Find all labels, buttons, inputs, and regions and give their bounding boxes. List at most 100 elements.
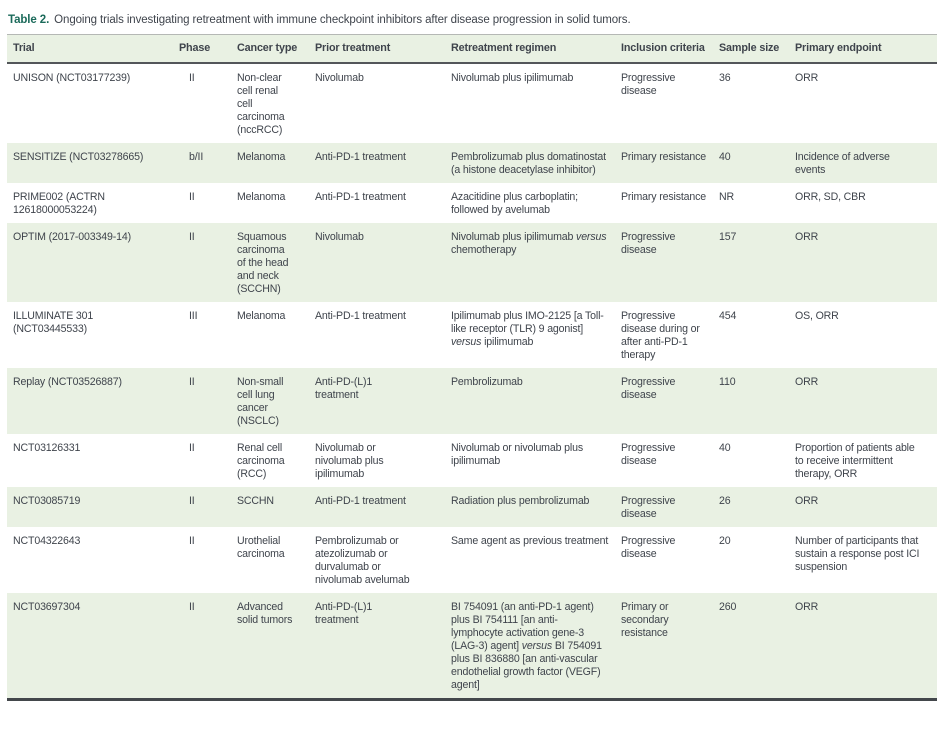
cell-inclusion-criteria: Primary resistance bbox=[621, 150, 707, 163]
cell-sample-size: NR bbox=[719, 190, 735, 203]
table-row: ILLUMINATE 301 (NCT03445533) III Melanom… bbox=[7, 302, 937, 368]
cell-retreatment-regimen: Azacitidine plus carboplatin; followed b… bbox=[451, 190, 578, 216]
cell-prior-treatment: Pembrolizumab or atezolizumab or durvalu… bbox=[315, 534, 410, 586]
cell-primary-endpoint: Proportion of patients able to receive i… bbox=[795, 441, 915, 480]
cell-retreatment-regimen: Same agent as previous treatment bbox=[451, 534, 609, 547]
column-header-sample-size: Sample size bbox=[719, 34, 795, 64]
cell-sample-size: 36 bbox=[719, 71, 731, 84]
cell-cancer-type: Non-clear cell renal cell carcinoma (ncc… bbox=[237, 71, 285, 136]
table-caption: Table 2. Ongoing trials investigating ret… bbox=[8, 13, 937, 27]
table-row: OPTIM (2017-003349-14) II Squamous carci… bbox=[7, 222, 937, 302]
cell-inclusion-criteria: Primary or secondary resistance bbox=[621, 592, 719, 701]
cell-phase: II bbox=[189, 230, 195, 243]
cell-retreatment-regimen: Nivolumab plus ipilimumab versus chemoth… bbox=[451, 230, 607, 256]
cell-trial: NCT03697304 bbox=[7, 592, 179, 701]
cell-cancer-type: Squamous carcinoma of the head and neck … bbox=[237, 230, 289, 295]
cell-phase: II bbox=[189, 375, 195, 388]
cell-inclusion-criteria: Progressive disease bbox=[621, 375, 676, 401]
cell-cancer-type: Advanced solid tumors bbox=[237, 592, 315, 701]
cell-primary-endpoint: Number of participants that sustain a re… bbox=[795, 534, 920, 573]
cell-primary-endpoint: OS, ORR bbox=[795, 309, 839, 322]
cell-prior-treatment: Anti-PD-1 treatment bbox=[315, 190, 406, 203]
cell-prior-treatment: Nivolumab bbox=[315, 71, 364, 84]
cell-cancer-type: Renal cell carcinoma (RCC) bbox=[237, 441, 285, 480]
cell-inclusion-criteria: Progressive disease bbox=[621, 534, 676, 560]
cell-trial: NCT03085719 bbox=[13, 494, 81, 507]
cell-cancer-type: SCCHN bbox=[237, 494, 274, 507]
table-label: Table 2. bbox=[8, 14, 50, 26]
cell-prior-treatment: Anti-PD-1 treatment bbox=[315, 309, 406, 322]
cell-inclusion-criteria: Progressive disease during or after anti… bbox=[621, 309, 700, 361]
cell-trial: NCT04322643 bbox=[13, 534, 81, 547]
column-header-phase: Phase bbox=[179, 34, 237, 64]
cell-trial: NCT03126331 bbox=[13, 441, 81, 454]
cell-prior-treatment: Anti-PD-(L)1 treatment bbox=[315, 375, 373, 401]
cell-prior-treatment: Anti-PD-1 treatment bbox=[315, 150, 406, 163]
table-body: UNISON (NCT03177239) II Non-clear cell r… bbox=[7, 63, 937, 701]
cell-prior-treatment: Anti-PD-1 treatment bbox=[315, 494, 406, 507]
cell-retreatment-regimen: Nivolumab or nivolumab plus ipilimumab bbox=[451, 441, 583, 467]
cell-retreatment-regimen: Ipilimumab plus IMO-2125 [a Toll-like re… bbox=[451, 309, 604, 348]
column-header-primary-endpoint: Primary endpoint bbox=[795, 34, 937, 64]
cell-inclusion-criteria: Primary resistance bbox=[621, 190, 707, 203]
cell-trial: Replay (NCT03526887) bbox=[13, 375, 122, 388]
cell-primary-endpoint: ORR bbox=[795, 592, 937, 701]
cell-sample-size: 157 bbox=[719, 230, 737, 243]
cell-phase: III bbox=[189, 309, 198, 322]
cell-sample-size: 260 bbox=[719, 592, 795, 701]
cell-trial: PRIME002 (ACTRN 12618000053224) bbox=[13, 190, 105, 216]
table-header: Trial Phase Cancer type Prior treatment … bbox=[7, 34, 937, 64]
cell-primary-endpoint: ORR bbox=[795, 71, 819, 84]
column-header-cancer-type: Cancer type bbox=[237, 34, 315, 64]
cell-inclusion-criteria: Progressive disease bbox=[621, 71, 676, 97]
cell-primary-endpoint: ORR bbox=[795, 375, 819, 388]
cell-primary-endpoint: ORR, SD, CBR bbox=[795, 190, 866, 203]
cell-cancer-type: Melanoma bbox=[237, 150, 286, 163]
cell-phase: II bbox=[189, 71, 195, 84]
table-row: NCT03697304 II Advanced solid tumors Ant… bbox=[7, 592, 937, 701]
cell-phase: II bbox=[189, 494, 195, 507]
trials-table: Trial Phase Cancer type Prior treatment … bbox=[7, 34, 937, 701]
table-row: NCT03085719 II SCCHN Anti-PD-1 treatment… bbox=[7, 486, 937, 527]
cell-inclusion-criteria: Progressive disease bbox=[621, 494, 676, 520]
table-row: UNISON (NCT03177239) II Non-clear cell r… bbox=[7, 63, 937, 143]
cell-trial: SENSITIZE (NCT03278665) bbox=[13, 150, 144, 163]
cell-inclusion-criteria: Progressive disease bbox=[621, 230, 676, 256]
column-header-trial: Trial bbox=[7, 34, 179, 64]
column-header-prior-treatment: Prior treatment bbox=[315, 34, 451, 64]
header-row: Trial Phase Cancer type Prior treatment … bbox=[7, 34, 937, 64]
cell-cancer-type: Urothelial carcinoma bbox=[237, 534, 285, 560]
table-row: NCT04322643 II Urothelial carcinoma Pemb… bbox=[7, 527, 937, 593]
cell-sample-size: 454 bbox=[719, 309, 737, 322]
cell-retreatment-regimen: Pembrolizumab plus domatinostat (a histo… bbox=[451, 150, 606, 176]
cell-phase: II bbox=[189, 190, 195, 203]
cell-trial: OPTIM (2017-003349-14) bbox=[13, 230, 132, 243]
table-row: PRIME002 (ACTRN 12618000053224) II Melan… bbox=[7, 183, 937, 223]
cell-sample-size: 20 bbox=[719, 534, 731, 547]
cell-sample-size: 26 bbox=[719, 494, 731, 507]
cell-phase: II bbox=[189, 534, 195, 547]
cell-sample-size: 110 bbox=[719, 375, 736, 388]
cell-prior-treatment: Nivolumab bbox=[315, 230, 364, 243]
cell-retreatment-regimen: Pembrolizumab bbox=[451, 375, 523, 388]
cell-primary-endpoint: Incidence of adverse events bbox=[795, 150, 890, 176]
cell-primary-endpoint: ORR bbox=[795, 230, 819, 243]
cell-phase: II bbox=[189, 441, 195, 454]
cell-trial: ILLUMINATE 301 (NCT03445533) bbox=[13, 309, 94, 335]
table-row: NCT03126331 II Renal cell carcinoma (RCC… bbox=[7, 434, 937, 487]
cell-phase: II bbox=[179, 592, 237, 701]
cell-retreatment-regimen: BI 754091 (an anti-PD-1 agent) plus BI 7… bbox=[451, 592, 621, 701]
cell-prior-treatment: Anti-PD-(L)1 treatment bbox=[315, 592, 451, 701]
cell-prior-treatment: Nivolumab or nivolumab plus ipilimumab bbox=[315, 441, 384, 480]
cell-phase: b/II bbox=[189, 150, 204, 163]
table-row: Replay (NCT03526887) II Non-small cell l… bbox=[7, 367, 937, 434]
cell-cancer-type: Melanoma bbox=[237, 309, 286, 322]
cell-retreatment-regimen: Nivolumab plus ipilimumab bbox=[451, 71, 574, 84]
cell-retreatment-regimen: Radiation plus pembrolizumab bbox=[451, 494, 590, 507]
cell-cancer-type: Melanoma bbox=[237, 190, 286, 203]
cell-cancer-type: Non-small cell lung cancer (NSCLC) bbox=[237, 375, 284, 427]
column-header-retreatment-regimen: Retreatment regimen bbox=[451, 34, 621, 64]
cell-primary-endpoint: ORR bbox=[795, 494, 819, 507]
cell-sample-size: 40 bbox=[719, 441, 731, 454]
